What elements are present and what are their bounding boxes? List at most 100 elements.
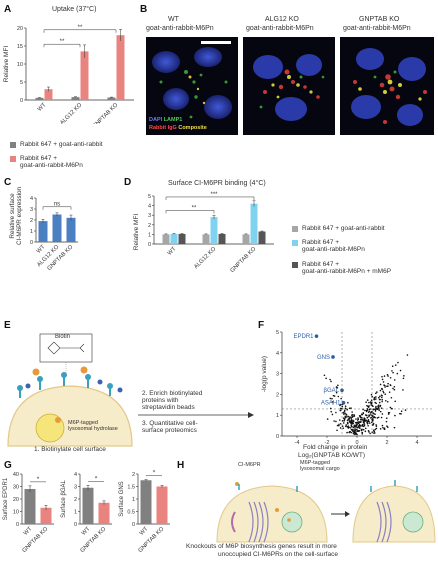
panel-f-point bbox=[342, 422, 345, 424]
D-bar bbox=[170, 233, 178, 244]
D-bar bbox=[210, 217, 218, 244]
panel-f-point bbox=[331, 413, 334, 416]
panel-f-point bbox=[346, 431, 348, 434]
panel-f-point bbox=[357, 417, 359, 419]
panel-f-point bbox=[348, 430, 351, 433]
panel-f-point bbox=[347, 418, 350, 420]
panel-f-point bbox=[384, 384, 386, 387]
panel-f-point bbox=[370, 393, 373, 396]
panel-f-point bbox=[352, 420, 355, 422]
panel-f-point bbox=[389, 376, 392, 379]
G1-ytick-label: 40 bbox=[13, 472, 19, 478]
C-ytick-label: 0 bbox=[30, 240, 33, 246]
D-category-label: GNPTAB KO bbox=[230, 246, 258, 274]
panel-f-point bbox=[389, 384, 392, 386]
D-ytick-label: 4 bbox=[148, 204, 151, 210]
micrograph-alg12-ko bbox=[243, 37, 335, 135]
panel-f-point bbox=[339, 409, 342, 412]
panel-f-point bbox=[339, 427, 342, 429]
G1-ytick-label: 10 bbox=[13, 510, 19, 516]
legend-swatch-gray bbox=[10, 142, 16, 148]
panel-f-point bbox=[379, 410, 382, 413]
panel-f-point bbox=[370, 402, 372, 404]
panel-f-point bbox=[355, 418, 357, 420]
panel-f-point bbox=[368, 414, 371, 417]
C-ytick-label: 1 bbox=[30, 229, 33, 235]
panel-h-diagram bbox=[216, 480, 436, 543]
A-category-label: GNPTAB KO bbox=[92, 102, 120, 124]
workflow-arrowhead bbox=[248, 412, 254, 418]
cargo-left bbox=[235, 482, 291, 522]
panel-f-point bbox=[372, 408, 375, 411]
panel-f-point bbox=[402, 377, 405, 380]
panel-f-point bbox=[382, 381, 385, 383]
panel-f-point bbox=[380, 407, 383, 409]
er-left bbox=[231, 511, 236, 533]
panel-f-point bbox=[384, 393, 387, 395]
panel-f-point bbox=[341, 407, 343, 410]
panel-f-point bbox=[366, 416, 369, 419]
panel-f-point bbox=[373, 413, 375, 415]
panel-f-point bbox=[371, 404, 374, 407]
panel-f-xtick-label: 4 bbox=[415, 440, 418, 446]
panel-f-point bbox=[370, 417, 372, 419]
panel-f-point bbox=[333, 420, 335, 422]
panel-f-point bbox=[349, 421, 352, 423]
panel-f-xtick-label: 0 bbox=[355, 440, 358, 446]
panel-f-highlight-point bbox=[340, 388, 344, 393]
panel-a-title: Uptake (37°C) bbox=[52, 6, 97, 13]
A-category-label: WT bbox=[37, 102, 48, 113]
panel-f-point bbox=[380, 387, 383, 390]
panel-f-point bbox=[361, 418, 363, 421]
panel-d-ylabel: Relative MFI bbox=[133, 214, 140, 251]
legend-swatch-darkgray bbox=[292, 262, 298, 268]
panel-h-caption-1: Knockouts of M6P biosynthesis genes resu… bbox=[186, 543, 337, 550]
panel-a-ylabel: Relative MFI bbox=[3, 46, 10, 83]
panel-f-point bbox=[345, 424, 348, 426]
panel-f-point bbox=[366, 409, 369, 411]
panel-f-point bbox=[385, 420, 388, 423]
A-ytick-label: 0 bbox=[20, 98, 23, 104]
panel-f-point bbox=[392, 371, 394, 374]
panel-f-point bbox=[382, 426, 384, 429]
panel-f-point bbox=[339, 422, 342, 425]
panel-f-point bbox=[385, 399, 387, 402]
panel-f-point bbox=[350, 431, 353, 434]
panel-label-g: G bbox=[4, 460, 12, 471]
golgi-left bbox=[248, 501, 269, 543]
panel-f-point bbox=[391, 407, 393, 410]
panel-f-point bbox=[335, 411, 337, 414]
panel-f-point bbox=[344, 412, 346, 415]
panel-f-point bbox=[381, 396, 383, 399]
panel-f-point bbox=[367, 419, 370, 421]
panel-f-point bbox=[393, 426, 396, 429]
G3-bar bbox=[140, 480, 152, 524]
panel-f-point bbox=[349, 426, 352, 429]
G1-ytick-label: 20 bbox=[13, 497, 19, 503]
panel-c-sig: ns bbox=[54, 201, 60, 207]
G1-category-label: WT bbox=[23, 526, 34, 537]
panel-f-xtick-label: -4 bbox=[295, 440, 300, 446]
panel-f-point bbox=[383, 375, 386, 377]
panel-label-d: D bbox=[124, 177, 132, 188]
A-bar bbox=[71, 97, 80, 100]
panel-f-point bbox=[352, 426, 355, 429]
panel-f-point bbox=[383, 428, 386, 431]
D-bar bbox=[218, 233, 226, 244]
panel-f-highlight-label: EPDR1 bbox=[293, 334, 314, 340]
panel-f-point bbox=[394, 400, 396, 403]
panel-f-point bbox=[363, 418, 365, 420]
panel-f-point bbox=[365, 414, 368, 417]
panel-label-f: F bbox=[258, 320, 265, 331]
panel-f-point bbox=[371, 417, 374, 420]
G3-ytick-label: 1 bbox=[132, 497, 135, 503]
panel-f-point bbox=[338, 419, 341, 421]
panel-f-point bbox=[364, 409, 366, 412]
panel-f-point bbox=[387, 413, 390, 415]
A-bar bbox=[80, 51, 89, 100]
panel-f-point bbox=[373, 396, 376, 399]
C-ytick-label: 3 bbox=[30, 207, 33, 213]
panel-f-point bbox=[400, 410, 403, 413]
micrograph-wt: DAPI LAMP1 Rabbit IgG Composite bbox=[146, 37, 238, 135]
